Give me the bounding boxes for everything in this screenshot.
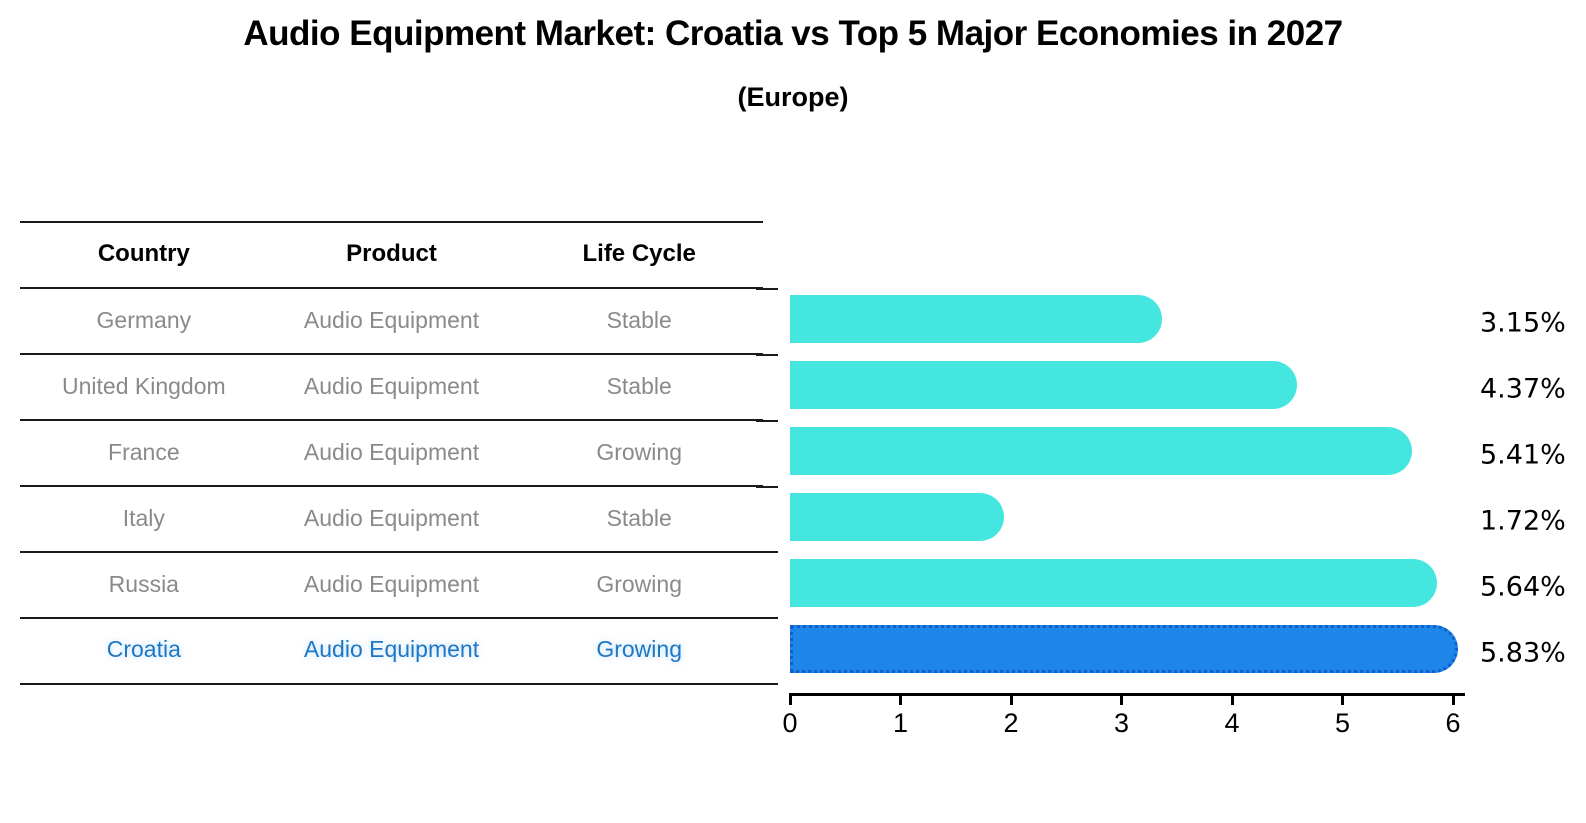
table-border-top — [20, 221, 763, 223]
x-axis-tick-label: 1 — [892, 708, 909, 738]
value-label: 5.83% — [1480, 637, 1566, 669]
table-row-divider — [20, 617, 763, 619]
table-row-croatia: Croatia Audio Equipment Growing — [20, 636, 763, 663]
life-cycle-cell: Stable — [606, 505, 672, 531]
value-label: 5.41% — [1480, 439, 1566, 471]
table-row-united-kingdom: United Kingdom Audio Equipment Stable — [20, 373, 763, 400]
table-row-russia: Russia Audio Equipment Growing — [20, 571, 763, 598]
column-header-country: Country — [97, 240, 190, 267]
bar-russia — [790, 559, 1437, 607]
table-row-italy: Italy Audio Equipment Stable — [20, 505, 763, 532]
x-axis-line — [789, 693, 1465, 696]
page-title: Audio Equipment Market: Croatia vs Top 5… — [243, 14, 1343, 53]
product-cell: Audio Equipment — [303, 373, 480, 399]
country-cell: Russia — [108, 571, 179, 597]
table-header-row: Country Product Life Cycle — [20, 240, 763, 268]
country-cell: Italy — [122, 505, 165, 531]
x-axis-tickmark — [788, 696, 792, 705]
life-cycle-cell: Growing — [596, 439, 682, 465]
bar-germany — [790, 295, 1162, 343]
column-header-life-cycle: Life Cycle — [582, 240, 696, 267]
life-cycle-cell: Growing — [596, 571, 682, 597]
table-row-divider — [20, 419, 763, 421]
country-cell: Croatia — [106, 636, 181, 662]
x-axis-tick: 6 — [1431, 696, 1475, 739]
value-label: 4.37% — [1480, 373, 1566, 405]
country-cell: Germany — [96, 307, 192, 333]
y-axis-tickmark — [756, 683, 778, 685]
x-axis-tick: 0 — [768, 696, 812, 739]
product-cell: Audio Equipment — [303, 505, 480, 531]
x-axis-tick: 1 — [879, 696, 923, 739]
life-cycle-cell: Stable — [606, 373, 672, 399]
bar-croatia-highlighted — [790, 625, 1458, 673]
table-row-divider — [20, 551, 763, 553]
x-axis-tick-label: 3 — [1113, 708, 1130, 738]
life-cycle-cell: Growing — [596, 636, 682, 662]
y-axis-tickmark — [756, 551, 778, 553]
column-header-product: Product — [346, 240, 437, 267]
x-axis-tick-label: 4 — [1224, 708, 1240, 738]
x-axis-tickmark — [1009, 696, 1013, 705]
table-row-france: France Audio Equipment Growing — [20, 439, 763, 466]
y-axis-tickmark — [756, 420, 778, 422]
x-axis-tick-label: 5 — [1334, 708, 1351, 738]
y-axis-tickmark — [756, 354, 778, 356]
value-label: 1.72% — [1480, 505, 1566, 537]
country-cell: United Kingdom — [62, 373, 226, 399]
x-axis-tick: 2 — [989, 696, 1033, 739]
country-cell: France — [108, 439, 180, 465]
page-subtitle: (Europe) — [737, 82, 849, 112]
x-axis-tickmark — [1451, 696, 1455, 705]
table-row-divider — [20, 485, 763, 487]
product-cell: Audio Equipment — [303, 636, 480, 662]
y-axis-tickmark — [756, 288, 778, 290]
product-cell: Audio Equipment — [303, 307, 480, 333]
x-axis-tickmark — [1230, 696, 1234, 705]
x-axis-tick: 3 — [1100, 696, 1144, 739]
life-cycle-cell: Stable — [606, 307, 672, 333]
x-axis-tick: 5 — [1321, 696, 1365, 739]
x-axis-tickmark — [1341, 696, 1344, 705]
product-cell: Audio Equipment — [303, 439, 480, 465]
product-cell: Audio Equipment — [303, 571, 480, 597]
bar-united-kingdom — [790, 361, 1297, 409]
x-axis-tick-label: 0 — [782, 708, 798, 738]
x-axis-tickmark — [899, 696, 902, 705]
value-label: 3.15% — [1480, 307, 1566, 339]
table-border-bottom — [20, 683, 763, 685]
y-axis-tickmark — [756, 617, 778, 619]
x-axis-tick: 4 — [1210, 696, 1254, 739]
x-axis-tickmark — [1120, 696, 1123, 705]
bar-france — [790, 427, 1412, 475]
bar-italy — [790, 493, 1004, 541]
x-axis-tick-label: 6 — [1445, 708, 1461, 738]
y-axis-tickmark — [756, 486, 778, 488]
value-label: 5.64% — [1480, 571, 1566, 603]
table-row-divider — [20, 353, 763, 355]
x-axis-tick-label: 2 — [1003, 708, 1019, 738]
table-header-divider — [20, 287, 763, 289]
table-row-germany: Germany Audio Equipment Stable — [20, 307, 763, 334]
